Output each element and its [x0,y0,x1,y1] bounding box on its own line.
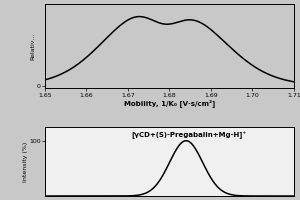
Y-axis label: Intensity (%): Intensity (%) [23,141,28,182]
X-axis label: Mobility, 1/K₀ [V·s/cm²]: Mobility, 1/K₀ [V·s/cm²] [124,99,215,107]
Y-axis label: Relativ…: Relativ… [31,32,36,60]
Text: [γCD+(S)-Pregabalin+Mg-H]⁺: [γCD+(S)-Pregabalin+Mg-H]⁺ [132,132,247,139]
